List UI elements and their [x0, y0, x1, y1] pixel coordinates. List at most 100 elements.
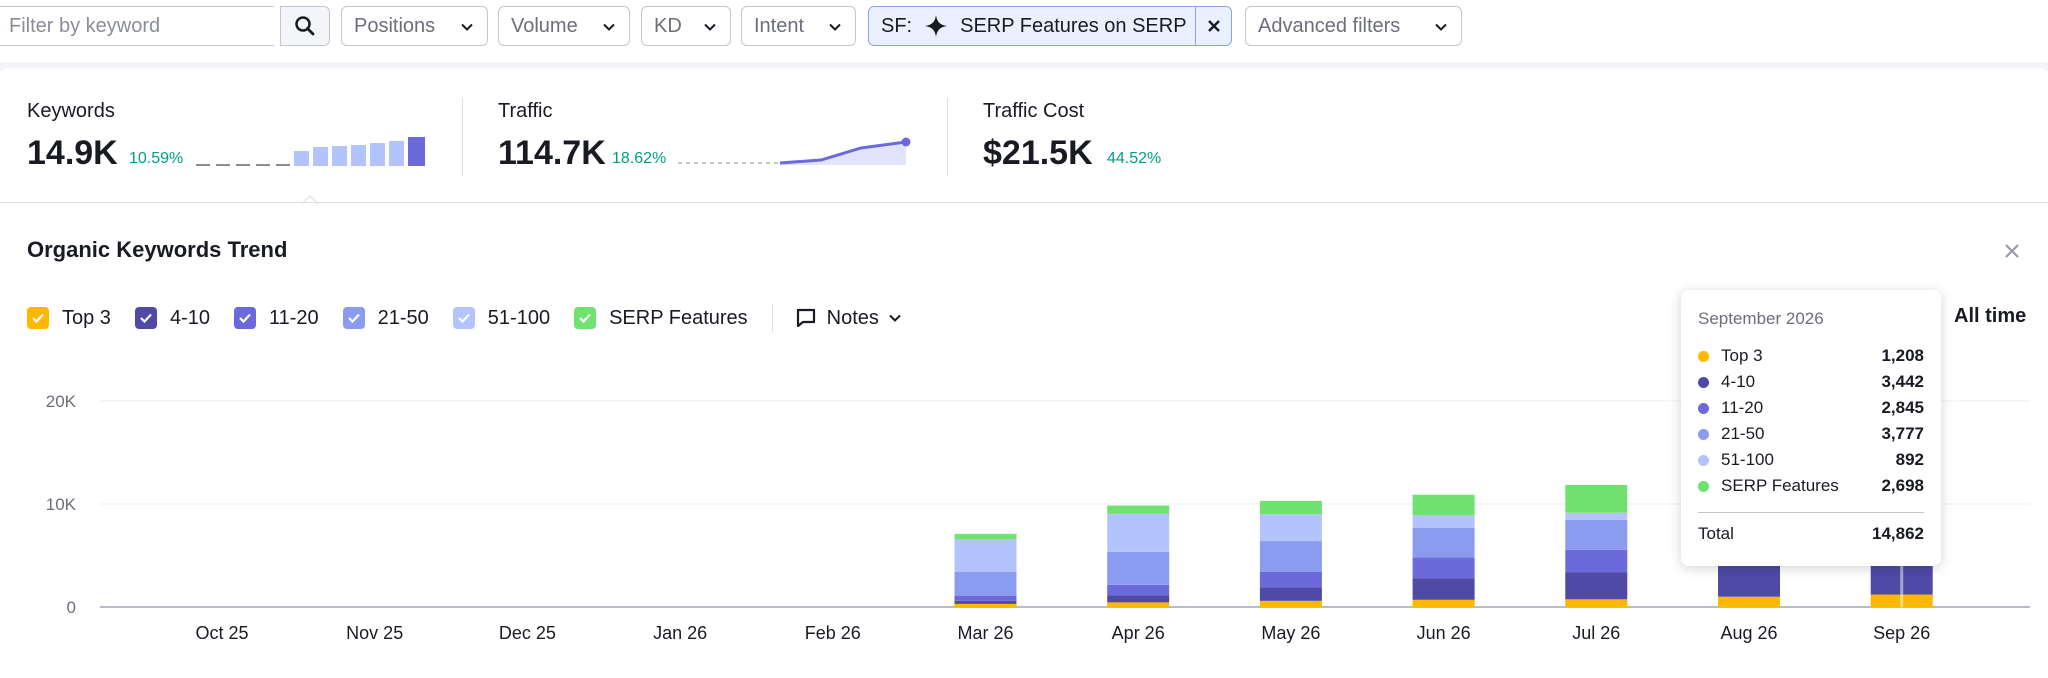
x-tick-label: Nov 25	[346, 623, 403, 643]
bar-segment[interactable]	[954, 533, 1017, 540]
tooltip-row: 51-100 892	[1698, 448, 1924, 472]
bar-segment[interactable]	[1412, 494, 1475, 516]
summary-divider	[0, 202, 2048, 203]
bar-segment[interactable]	[1259, 600, 1322, 607]
bar-segment[interactable]	[1107, 551, 1170, 585]
bar-segment[interactable]	[1107, 505, 1170, 514]
advanced-filters-button[interactable]: Advanced filters	[1245, 6, 1462, 46]
bar-segment[interactable]	[1565, 572, 1628, 600]
bar-segment[interactable]	[1565, 519, 1628, 550]
x-tick-label: May 26	[1261, 623, 1320, 643]
legend-4-10[interactable]: 4-10	[134, 306, 210, 330]
close-trend-button[interactable]	[2004, 238, 2020, 266]
intent-filter[interactable]: Intent	[741, 6, 856, 46]
bar-segment[interactable]	[954, 600, 1017, 604]
tooltip-row-value: 2,845	[1881, 398, 1924, 417]
kd-filter[interactable]: KD	[641, 6, 731, 46]
bar-segment[interactable]	[1412, 578, 1475, 600]
bar-segment[interactable]	[1259, 541, 1322, 572]
tooltip-row: 11-20 2,845	[1698, 396, 1924, 420]
positions-filter[interactable]: Positions	[341, 6, 488, 46]
bar-segment[interactable]	[1565, 599, 1628, 607]
bar-segment[interactable]	[1565, 484, 1628, 513]
y-tick-label: 20K	[46, 392, 77, 411]
bar-segment[interactable]	[1565, 549, 1628, 573]
tooltip-row-value: 3,777	[1881, 424, 1924, 443]
legend-51-100[interactable]: 51-100	[452, 306, 551, 330]
keywords-sparkline	[196, 137, 425, 166]
traffic-sparkline	[678, 137, 911, 165]
tooltip-row: SERP Features 2,698	[1698, 474, 1924, 498]
checkbox-checked-icon	[574, 307, 597, 329]
notes-dropdown[interactable]: Notes	[795, 307, 903, 330]
bar-segment[interactable]	[1718, 565, 1780, 597]
bar-segment[interactable]	[954, 595, 1017, 601]
tooltip-row: 4-10 3,442	[1698, 370, 1924, 394]
bar-segment[interactable]	[1718, 596, 1780, 607]
tooltip-row-value: 3,442	[1881, 372, 1924, 391]
bar-segment[interactable]	[954, 571, 1017, 596]
bar-segment[interactable]	[1259, 571, 1322, 588]
bar-segment[interactable]	[1107, 595, 1170, 603]
bar-segment[interactable]	[1412, 527, 1475, 558]
bar-segment[interactable]	[1107, 602, 1170, 607]
tooltip-total-label: Total	[1698, 524, 1734, 543]
x-tick-label: Feb 26	[805, 623, 861, 643]
remove-filter-button[interactable]	[1195, 7, 1231, 45]
legend-label: 4-10	[169, 306, 210, 329]
metric-divider	[947, 98, 948, 176]
bar-segment[interactable]	[954, 603, 1017, 607]
legend-label: Top 3	[62, 306, 111, 329]
serp-features-filter-chip[interactable]: SF: SERP Features on SERP	[868, 6, 1232, 46]
bar-segment[interactable]	[1412, 557, 1475, 579]
bar-segment[interactable]	[1259, 587, 1322, 601]
checkbox-checked-icon	[233, 307, 256, 329]
dot-icon	[1698, 376, 1709, 388]
keyword-search-input[interactable]: Filter by keyword	[0, 6, 274, 46]
tooltip-row-value: 1,208	[1881, 346, 1924, 365]
legend-serp-features[interactable]: SERP Features	[574, 307, 748, 330]
search-button[interactable]	[280, 6, 330, 46]
bar-segment[interactable]	[954, 539, 1017, 572]
legend-label: 51-100	[487, 306, 551, 329]
tooltip-total-value: 14,862	[1872, 524, 1924, 543]
sf-value: SERP Features on SERP	[960, 14, 1187, 37]
traffic-cost-metric[interactable]: Traffic Cost $21.5K 44.52%	[983, 100, 1161, 172]
dot-icon	[1698, 480, 1709, 492]
volume-filter[interactable]: Volume	[498, 6, 630, 46]
chevron-down-icon	[603, 23, 615, 31]
chevron-down-icon	[829, 23, 841, 31]
date-range-selector[interactable]: All time	[1954, 305, 2027, 327]
bar-segment[interactable]	[1412, 515, 1475, 528]
legend-label: 11-20	[268, 306, 319, 329]
x-tick-label: Jul 26	[1572, 623, 1620, 643]
intent-label: Intent	[754, 14, 805, 37]
bar-segment[interactable]	[1107, 584, 1170, 596]
legend-label: 21-50	[377, 306, 429, 329]
bar-segment[interactable]	[1259, 500, 1322, 515]
keywords-metric[interactable]: Keywords 14.9K 10.59%	[27, 100, 183, 172]
checkbox-checked-icon	[27, 307, 49, 329]
keywords-delta: 10.59%	[129, 150, 184, 167]
x-tick-label: Sep 26	[1873, 623, 1930, 643]
bar-segment[interactable]	[1565, 512, 1628, 520]
close-icon	[2005, 244, 2019, 258]
legend-11-20[interactable]: 11-20	[233, 306, 319, 330]
legend-top-3[interactable]: Top 3	[27, 307, 111, 330]
tooltip-row-value: 2,698	[1881, 476, 1924, 495]
chevron-down-icon	[704, 23, 716, 31]
traffic-cost-delta: 44.52%	[1107, 150, 1162, 167]
close-icon	[1207, 20, 1220, 32]
tooltip-row-label: 4-10	[1721, 372, 1756, 391]
bar-segment[interactable]	[1412, 599, 1475, 607]
traffic-metric[interactable]: Traffic 114.7K 18.62%	[498, 100, 666, 172]
chart-tooltip: September 2026 Top 3 1,208 4-10 3,442 11-2…	[1681, 290, 1941, 566]
positions-label: Positions	[354, 14, 436, 37]
bar-segment[interactable]	[1259, 514, 1322, 542]
tooltip-row-label: SERP Features	[1721, 476, 1839, 495]
traffic-value: 114.7K	[498, 134, 606, 172]
advanced-filters-label: Advanced filters	[1258, 14, 1401, 37]
legend-21-50[interactable]: 21-50	[342, 306, 429, 330]
bar-segment[interactable]	[1107, 513, 1170, 552]
keywords-label: Keywords	[27, 100, 115, 122]
